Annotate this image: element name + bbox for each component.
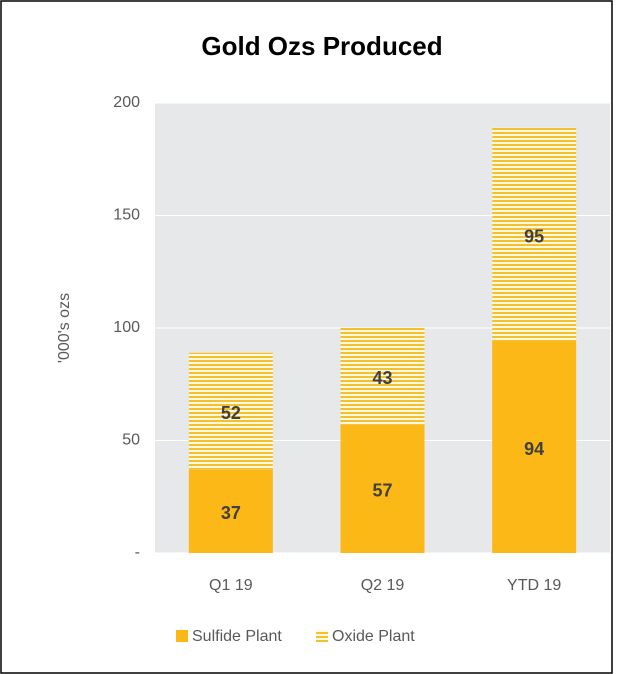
legend-label: Sulfide Plant bbox=[192, 628, 282, 645]
bar-segment bbox=[188, 352, 273, 470]
legend-label: Oxide Plant bbox=[332, 628, 415, 645]
y-tick-label: 150 bbox=[113, 207, 140, 224]
bar-segment bbox=[188, 469, 273, 553]
data-label: 57 bbox=[372, 481, 392, 501]
bar-segment bbox=[492, 127, 577, 342]
y-tick-label: 200 bbox=[113, 94, 140, 111]
x-tick-label: YTD 19 bbox=[507, 577, 561, 594]
data-label: 43 bbox=[372, 368, 392, 388]
legend-swatch bbox=[316, 630, 328, 642]
y-axis-label: '000's ozs bbox=[56, 293, 73, 363]
data-label: 94 bbox=[524, 439, 544, 459]
bar-segment bbox=[340, 424, 425, 553]
data-label: 37 bbox=[221, 503, 241, 523]
bar-segment bbox=[492, 341, 577, 553]
y-tick-label: - bbox=[135, 544, 140, 561]
x-tick-label: Q2 19 bbox=[361, 577, 405, 594]
y-tick-label: 50 bbox=[122, 432, 140, 449]
x-tick-label: Q1 19 bbox=[209, 577, 253, 594]
legend-swatch bbox=[176, 630, 188, 642]
chart-title: Gold Ozs Produced bbox=[201, 31, 442, 61]
y-tick-label: 100 bbox=[113, 319, 140, 336]
bar-segment bbox=[340, 328, 425, 425]
data-label: 95 bbox=[524, 226, 544, 246]
data-label: 52 bbox=[221, 403, 241, 423]
